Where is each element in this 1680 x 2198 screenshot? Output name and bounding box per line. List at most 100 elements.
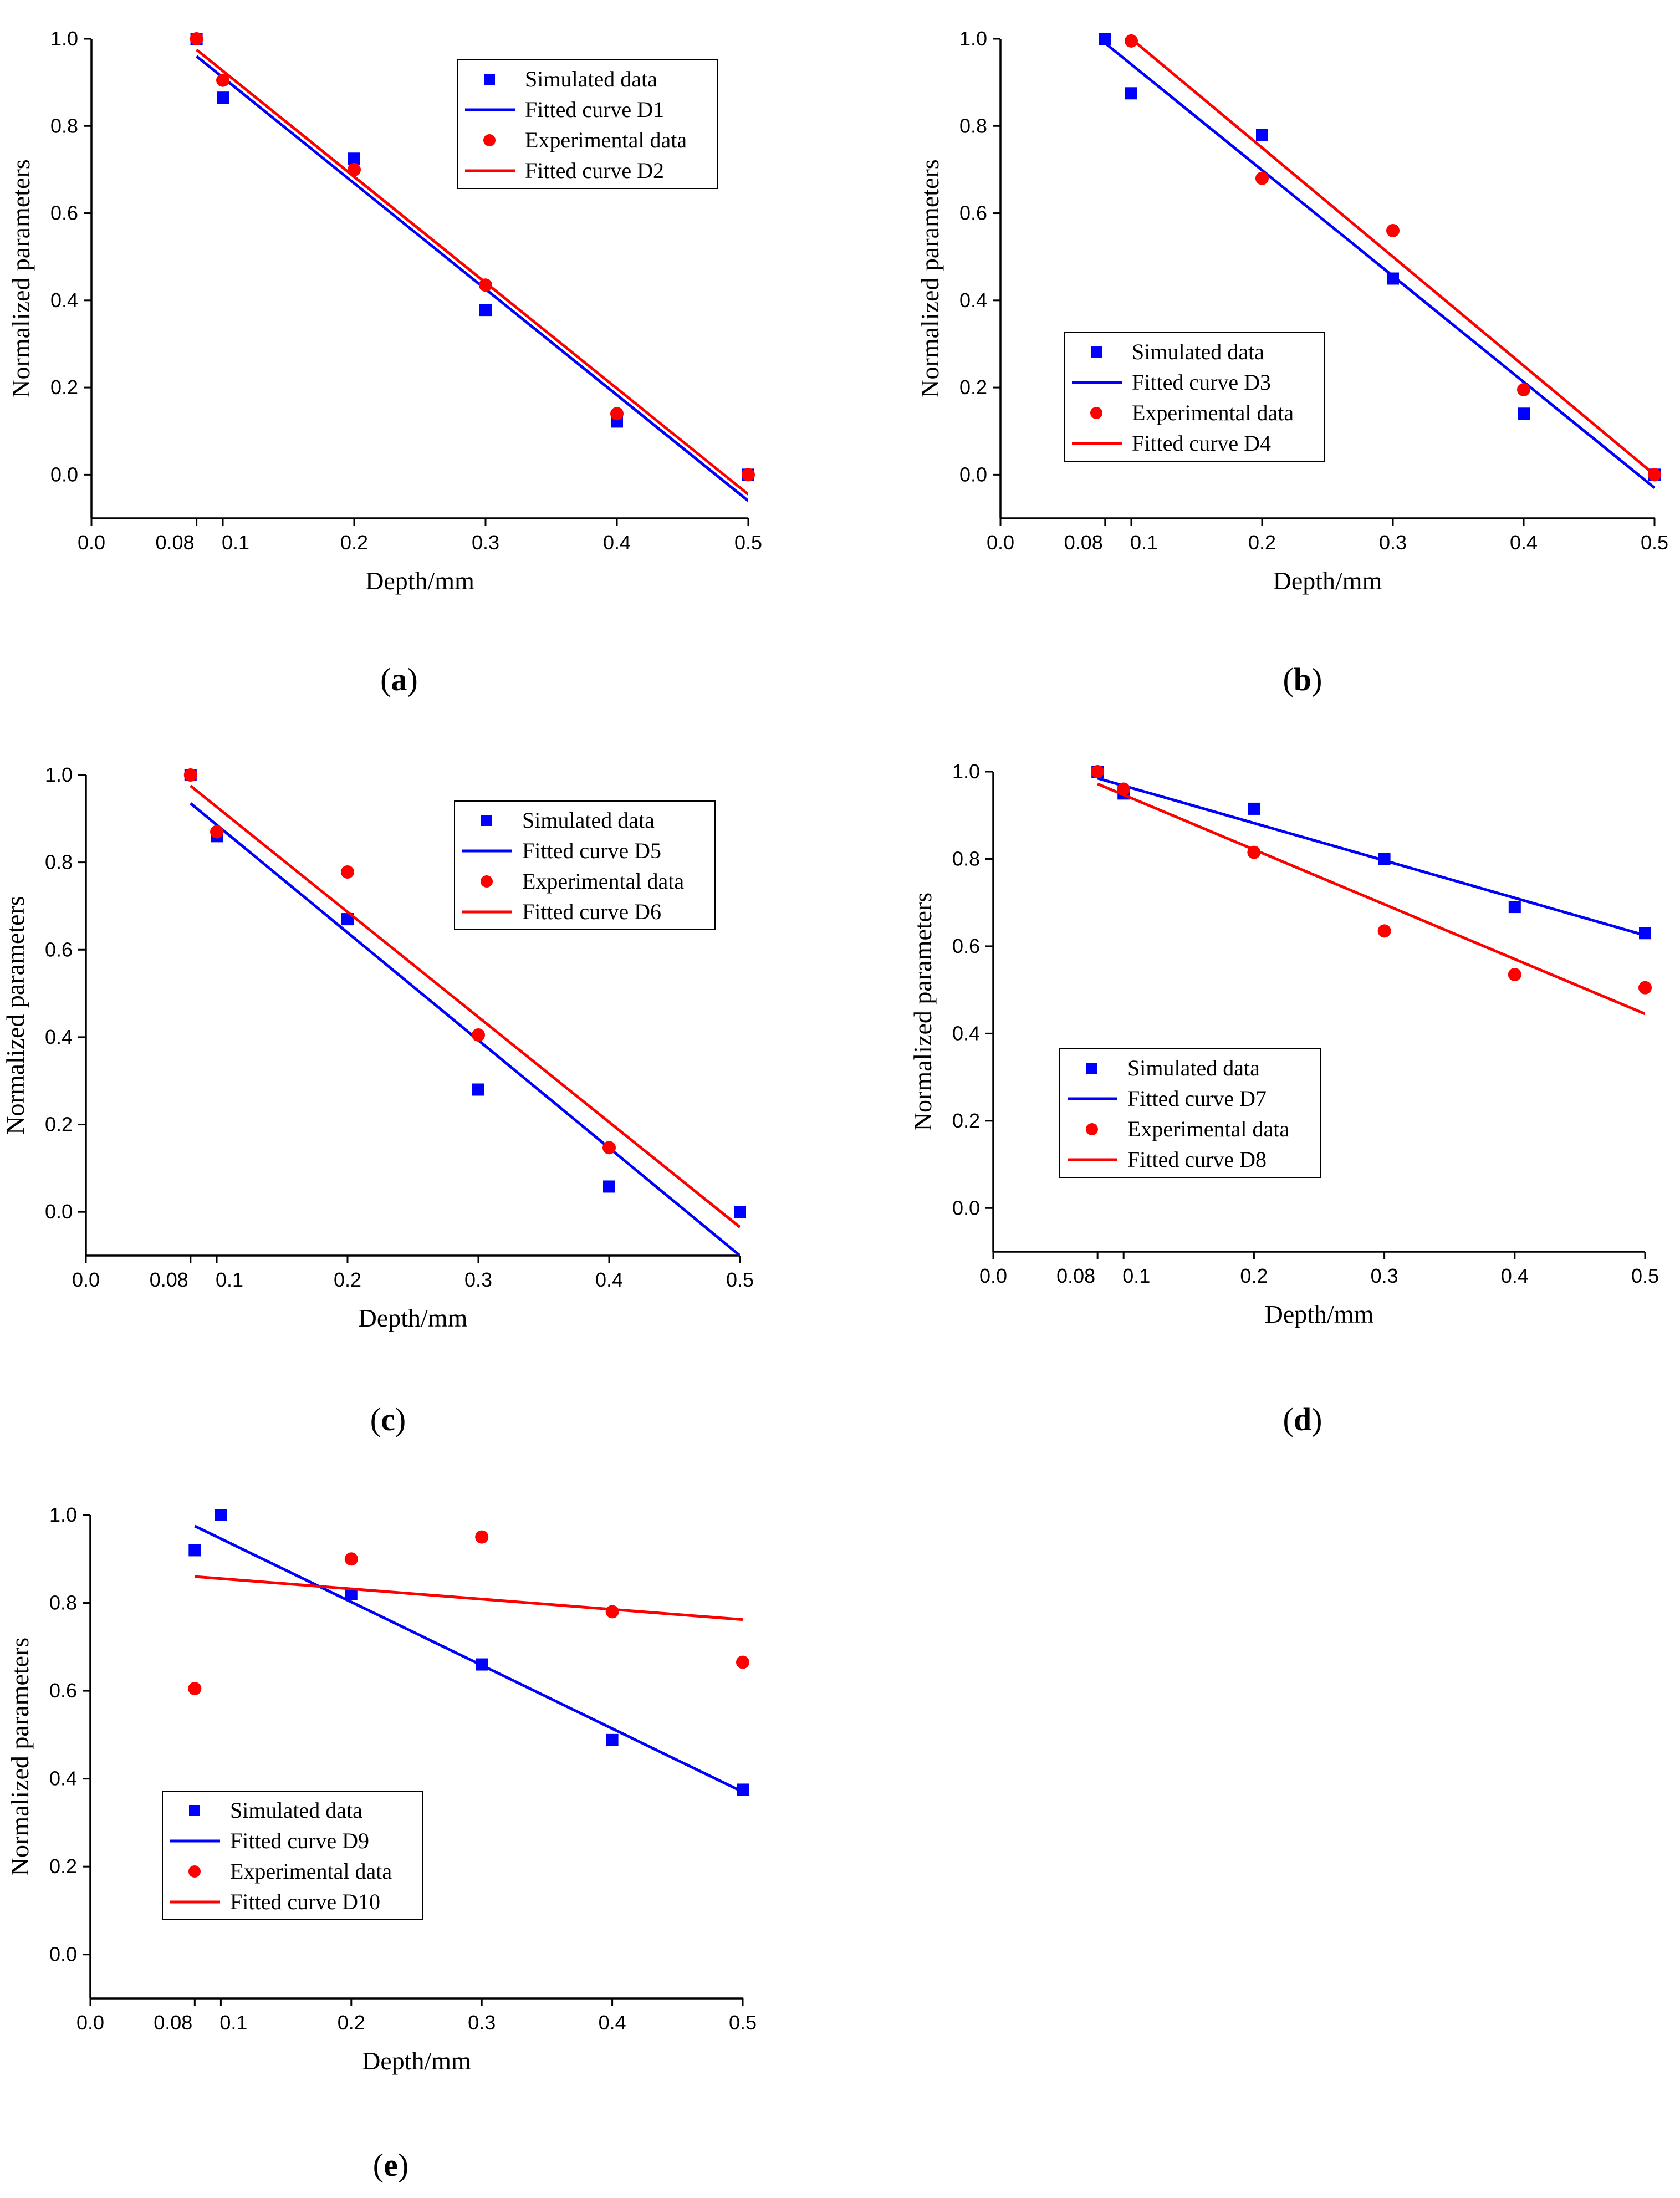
x-tick-label: 0.3	[1371, 1264, 1398, 1287]
y-tick-label: 0.8	[959, 114, 987, 137]
experimental-point	[1517, 383, 1530, 397]
legend-entry-label: Fitted curve D2	[525, 158, 664, 183]
simulated-point	[1387, 272, 1399, 285]
x-tick-label: 0.08	[154, 2011, 192, 2034]
legend-circle-swatch	[1086, 1123, 1098, 1135]
fitted-line-series-3	[195, 1575, 743, 1621]
legend-entry-label: Fitted curve D5	[522, 838, 661, 863]
x-axis-label: Depth/mm	[362, 2047, 471, 2075]
y-tick-label: 0.0	[952, 1196, 980, 1219]
legend-entry-label: Fitted curve D3	[1132, 370, 1271, 395]
y-tick-label: 0.4	[959, 289, 987, 312]
legend-entry-label: Experimental data	[525, 128, 687, 152]
experimental-point	[1091, 765, 1105, 778]
experimental-point	[1125, 34, 1138, 48]
simulated-point	[1099, 33, 1111, 45]
experimental-point	[1386, 224, 1400, 237]
fitted-line-series-1	[196, 55, 748, 502]
simulated-point	[1125, 87, 1137, 100]
legend-square-swatch	[481, 815, 492, 826]
experimental-point	[479, 278, 492, 292]
chart-panel-e: 0.0 0.2 0.4 0.6 0.8 1.0 0.0 0.08 0.1 0.2 0.3 0.4 0.5…	[6, 1503, 757, 2183]
experimental-point	[190, 32, 203, 45]
caption-open-paren: (	[373, 2147, 384, 2183]
experimental-point	[344, 1552, 358, 1566]
legend-entry-label: Fitted curve D7	[1127, 1086, 1267, 1111]
experimental-point	[341, 865, 354, 879]
x-tick-label: 0.1	[216, 1268, 243, 1291]
caption-close-paren: )	[1311, 661, 1322, 697]
y-tick-label: 1.0	[952, 760, 980, 783]
y-tick-label: 1.0	[959, 27, 987, 50]
legend-entry-label: Fitted curve D4	[1132, 431, 1271, 456]
panel-caption: (e)	[373, 2147, 408, 2183]
caption-letter: e	[384, 2147, 398, 2183]
caption-letter: b	[1294, 661, 1311, 697]
experimental-point	[472, 1028, 485, 1042]
x-tick-label: 0.3	[1379, 531, 1407, 554]
legend-entry-label: Experimental data	[522, 869, 684, 894]
legend-square-swatch	[189, 1805, 200, 1816]
legend-box	[1064, 332, 1325, 462]
chart-panel-a: 0.0 0.2 0.4 0.6 0.8 1.0 0.0 0.08 0.1 0.2 0.3 0.4 0.5…	[7, 27, 762, 697]
legend-entry-label: Experimental data	[230, 1859, 392, 1884]
simulated-point	[1248, 802, 1260, 815]
chart-panel-d: 0.0 0.2 0.4 0.6 0.8 1.0 0.0 0.08 0.1 0.2 0.3 0.4 0.5…	[908, 760, 1659, 1437]
y-tick-label: 0.6	[952, 935, 980, 957]
caption-close-paren: )	[398, 2147, 408, 2183]
legend-circle-swatch	[481, 875, 493, 888]
legend-circle-swatch	[483, 134, 496, 146]
simulated-point	[348, 152, 360, 165]
x-axis-label: Depth/mm	[1273, 567, 1382, 595]
experimental-point	[183, 768, 197, 782]
x-tick-label: 0.5	[729, 2011, 757, 2034]
x-tick-label: 0.4	[595, 1268, 623, 1291]
y-axis-label: Normalized parameters	[908, 893, 937, 1131]
caption-open-paren: (	[1283, 661, 1294, 697]
legend: Simulated data Fitted curve D9 Experimenta…	[162, 1791, 423, 1920]
chart-panel-b: 0.0 0.2 0.4 0.6 0.8 1.0 0.0 0.08 0.1 0.2 0.3 0.4 0.5…	[916, 27, 1668, 697]
x-tick-label: 0.0	[76, 2011, 104, 2034]
x-tick-label: 0.5	[726, 1268, 754, 1291]
simulated-point	[479, 304, 492, 317]
legend-entry-label: Fitted curve D1	[525, 97, 664, 122]
simulated-point	[737, 1783, 749, 1796]
simulated-point	[345, 1588, 358, 1600]
legend-square-swatch	[1086, 1063, 1097, 1074]
experimental-point	[605, 1605, 619, 1619]
x-tick-label: 0.08	[150, 1268, 188, 1291]
x-tick-label: 0.2	[334, 1268, 361, 1291]
y-tick-label: 0.8	[952, 847, 980, 870]
x-tick-label: 0.08	[156, 531, 195, 554]
fitted-line-series-1	[194, 1524, 743, 1793]
y-tick-label: 0.2	[959, 376, 987, 399]
y-tick-label: 0.6	[45, 938, 73, 961]
legend-circle-swatch	[188, 1865, 201, 1878]
legend-entry-label: Simulated data	[1132, 339, 1264, 364]
experimental-point	[475, 1530, 489, 1544]
x-axis-label: Depth/mm	[1265, 1300, 1374, 1328]
experimental-point	[188, 1682, 202, 1696]
legend-entry-label: Experimental data	[1132, 400, 1294, 425]
x-axis-label: Depth/mm	[359, 1304, 468, 1332]
legend-entry-label: Simulated data	[230, 1798, 362, 1823]
x-tick-label: 0.1	[219, 2011, 247, 2034]
caption-close-paren: )	[1311, 1401, 1322, 1437]
y-tick-label: 0.6	[959, 202, 987, 225]
caption-close-paren: )	[395, 1401, 406, 1437]
y-tick-label: 0.0	[50, 463, 78, 486]
fitted-line-series-3	[1097, 782, 1645, 1016]
simulated-point	[472, 1083, 484, 1096]
legend-entry-label: Simulated data	[522, 808, 655, 833]
fitted-line-series-1	[1097, 777, 1645, 937]
experimental-point	[1255, 171, 1269, 185]
y-tick-label: 0.2	[45, 1113, 73, 1136]
y-tick-label: 0.0	[959, 463, 987, 486]
y-tick-label: 0.4	[952, 1022, 980, 1044]
y-tick-label: 0.8	[45, 851, 73, 874]
x-tick-label: 0.4	[603, 531, 631, 554]
x-tick-label: 0.4	[1501, 1264, 1529, 1287]
y-tick-label: 0.0	[49, 1943, 77, 1966]
caption-letter: d	[1294, 1401, 1311, 1437]
legend-entry-label: Fitted curve D10	[230, 1889, 380, 1914]
